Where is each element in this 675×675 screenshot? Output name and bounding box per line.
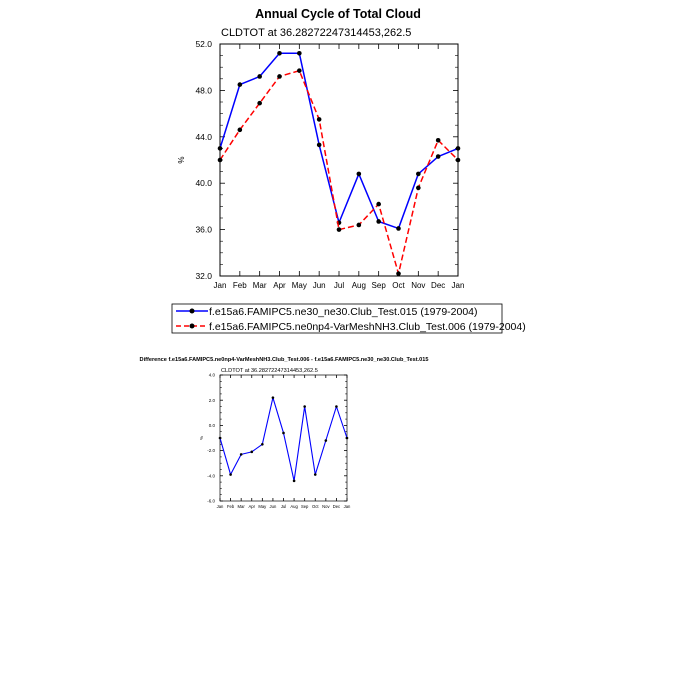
data-point — [277, 50, 282, 56]
diff-data-point — [282, 431, 285, 435]
legend-box — [171, 303, 503, 334]
diff-x-tick-label: Sep — [301, 504, 309, 509]
diff-x-tick-label: Apr — [248, 504, 255, 509]
diff-data-point — [250, 450, 254, 454]
diff-chart-subtitle: CLDTOT at 36.28272247314453,262.5 — [221, 368, 318, 374]
diff-data-point — [271, 396, 275, 399]
chart-title: Annual Cycle of Total Cloud — [255, 7, 421, 21]
data-point — [217, 146, 223, 151]
diff-x-tick-label: May — [258, 504, 267, 509]
x-tick-label: Jul — [334, 281, 344, 290]
series-line-1 — [219, 69, 459, 275]
difference-chart: Difference f.e15a6.FAMIPC5.ne0np4-VarMes… — [140, 357, 429, 509]
data-point — [455, 157, 461, 163]
diff-y-tick-label: -6.0 — [207, 499, 215, 504]
annual-cycle-chart: Annual Cycle of Total Cloud CLDTOT at 36… — [177, 7, 464, 290]
data-point — [356, 222, 362, 228]
diff-x-tick-label: Jun — [270, 504, 277, 509]
x-tick-label: Jan — [452, 281, 465, 290]
diff-chart-title: Difference f.e15a6.FAMIPC5.ne0np4-VarMes… — [140, 357, 429, 363]
legend-marker-1 — [189, 323, 195, 329]
diff-y-tick-label: 2.0 — [209, 398, 216, 403]
diff-data-point — [239, 453, 243, 456]
x-tick-label: Sep — [372, 281, 387, 290]
x-tick-label: Apr — [273, 281, 286, 290]
data-point — [435, 154, 441, 159]
x-tick-label: Dec — [431, 281, 445, 290]
x-tick-label: Oct — [392, 281, 405, 290]
x-tick-label: Jun — [313, 281, 326, 290]
data-point — [356, 171, 362, 177]
data-point — [217, 157, 223, 163]
y-tick-label: 40.0 — [195, 178, 212, 188]
data-point — [257, 74, 262, 79]
y-tick-label: 36.0 — [195, 225, 212, 235]
diff-plot-frame — [219, 374, 348, 502]
diff-x-tick-label: Feb — [227, 504, 235, 509]
data-point — [237, 127, 243, 133]
legend-label-1: f.e15a6.FAMIPC5.ne0np4-VarMeshNH3.Club_T… — [209, 321, 526, 333]
data-point — [416, 171, 421, 177]
x-tick-label: Nov — [411, 281, 425, 290]
data-point — [376, 219, 381, 224]
data-point — [237, 82, 243, 87]
diff-x-tick-label: Aug — [290, 504, 298, 509]
data-point — [376, 201, 381, 207]
legend-marker-0 — [189, 308, 195, 314]
diff-data-point — [303, 405, 306, 408]
diff-x-tick-label: Oct — [312, 504, 319, 509]
diff-x-tick-label: Jul — [281, 504, 286, 509]
x-tick-label: Aug — [352, 281, 366, 290]
diff-data-point — [335, 405, 338, 408]
x-tick-label: Jan — [214, 281, 227, 290]
y-axis-label: % — [177, 156, 186, 163]
y-tick-label: 48.0 — [195, 85, 212, 95]
data-point — [435, 137, 441, 143]
diff-data-point — [261, 443, 264, 446]
legend-label-0: f.e15a6.FAMIPC5.ne30_ne30.Club_Test.015 … — [209, 306, 478, 318]
diff-y-axis-label: % — [199, 436, 204, 440]
y-tick-label: 52.0 — [195, 39, 212, 49]
diff-x-tick-label: Nov — [322, 504, 330, 509]
series-line-0 — [219, 52, 459, 230]
data-point — [297, 68, 302, 73]
data-point — [316, 142, 322, 148]
chart-subtitle: CLDTOT at 36.28272247314453,262.5 — [221, 27, 411, 39]
diff-x-tick-label: Dec — [333, 504, 340, 509]
legend-item-1: f.e15a6.FAMIPC5.ne0np4-VarMeshNH3.Club_T… — [176, 321, 526, 333]
data-point — [416, 185, 421, 191]
data-point — [336, 227, 342, 232]
y-tick-label: 32.0 — [195, 271, 212, 281]
diff-x-tick-label: Jan — [217, 504, 224, 509]
diff-data-point — [218, 436, 222, 440]
diff-x-tick-label: Jan — [344, 504, 351, 509]
diff-y-tick-label: 4.0 — [209, 373, 216, 378]
diff-data-point — [324, 439, 328, 442]
diff-series-line-0 — [219, 397, 348, 482]
x-tick-label: May — [292, 281, 307, 290]
x-tick-label: Mar — [253, 281, 267, 290]
diff-data-point — [229, 473, 232, 476]
legend-item-0: f.e15a6.FAMIPC5.ne30_ne30.Club_Test.015 … — [176, 306, 478, 318]
data-point — [257, 100, 262, 106]
diff-x-tick-label: Mar — [238, 504, 246, 509]
diff-data-point — [345, 436, 349, 440]
data-point — [396, 271, 401, 276]
diff-data-point — [313, 473, 317, 476]
data-point — [297, 50, 302, 56]
y-tick-label: 44.0 — [195, 132, 212, 142]
data-point — [396, 226, 401, 231]
diff-y-tick-label: 0.0 — [209, 423, 216, 428]
data-point — [277, 74, 282, 79]
data-point — [316, 117, 322, 122]
x-tick-label: Feb — [233, 281, 247, 290]
diff-y-tick-label: -2.0 — [207, 448, 215, 453]
data-point — [455, 146, 461, 151]
legend: f.e15a6.FAMIPC5.ne30_ne30.Club_Test.015 … — [171, 303, 526, 334]
diff-y-tick-label: -4.0 — [207, 473, 215, 478]
diff-data-point — [292, 479, 296, 483]
